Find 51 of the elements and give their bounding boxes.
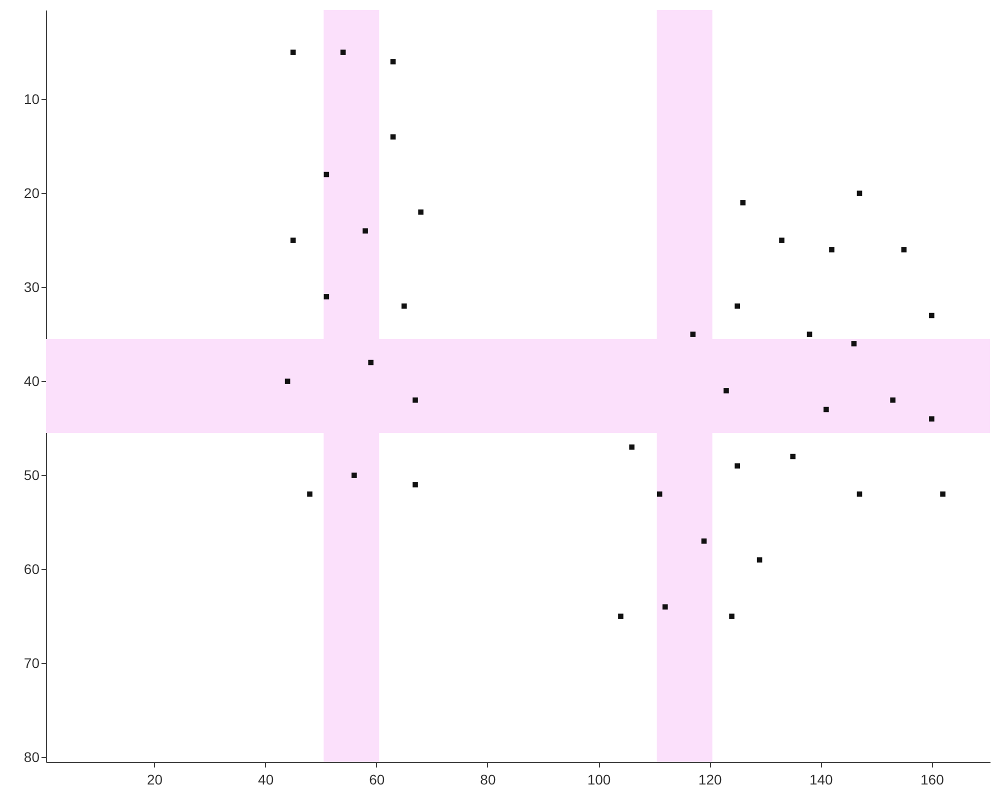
x-tick-label: 140 [809, 772, 834, 788]
point [352, 472, 357, 478]
point [418, 209, 424, 215]
x-tick-label: 160 [920, 772, 944, 788]
x-tick-label: 20 [146, 772, 163, 788]
point [901, 247, 907, 252]
y-tick-label: 50 [24, 466, 40, 483]
y-tick-label: 20 [24, 184, 40, 201]
point [307, 491, 312, 497]
point [690, 332, 696, 337]
x-tick-label: 100 [587, 772, 611, 788]
y-tick-label: 40 [24, 372, 40, 389]
point [734, 463, 740, 469]
point [412, 482, 418, 488]
y-tick-label: 60 [24, 560, 40, 577]
point [890, 397, 896, 403]
point [324, 294, 330, 300]
point [740, 200, 746, 206]
x-tick-label: 40 [258, 772, 274, 788]
point [851, 341, 857, 346]
point [824, 406, 829, 412]
point [729, 614, 734, 619]
point [829, 247, 834, 252]
point [806, 332, 812, 337]
point [284, 378, 290, 384]
point [929, 416, 934, 422]
x-tick-label: 80 [480, 772, 496, 788]
point [390, 59, 396, 64]
x-tick-label: 120 [698, 772, 722, 788]
point [412, 397, 418, 403]
point [290, 50, 296, 55]
y-tick-label: 70 [24, 654, 40, 671]
point [734, 303, 740, 309]
point [368, 360, 374, 366]
point [779, 238, 784, 243]
point [362, 228, 368, 234]
point [662, 604, 668, 610]
point [724, 388, 729, 394]
x-tick-label: 60 [369, 772, 385, 788]
point [290, 238, 296, 243]
y-tick-label: 30 [24, 278, 40, 295]
point [618, 614, 624, 619]
point [790, 454, 796, 460]
point [629, 444, 634, 450]
point [929, 312, 934, 318]
y-tick-label: 80 [24, 748, 40, 765]
point [340, 50, 346, 55]
y-tick-label: 10 [24, 90, 40, 107]
point [940, 491, 946, 497]
point [856, 190, 862, 196]
point [402, 303, 407, 309]
